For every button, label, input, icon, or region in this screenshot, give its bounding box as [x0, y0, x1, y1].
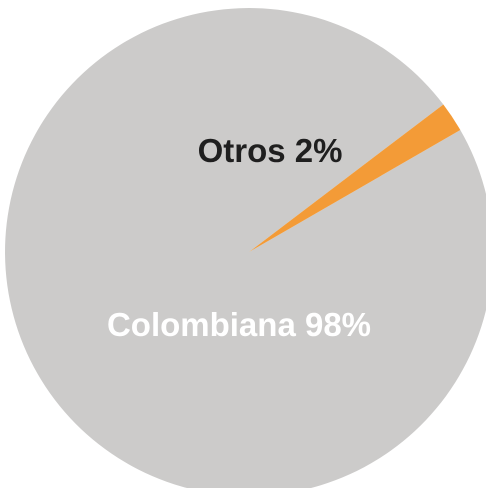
slice-label-otros: Otros 2% [198, 132, 343, 169]
slice-label-colombiana: Colombiana 98% [107, 306, 371, 343]
pie-slice-colombiana [5, 8, 486, 488]
slices-layer [5, 8, 486, 488]
pie-slice-otros [249, 104, 461, 252]
labels-layer: Colombiana 98% Otros 2% [107, 132, 371, 343]
